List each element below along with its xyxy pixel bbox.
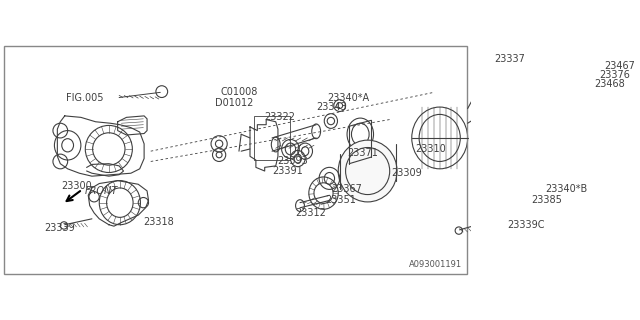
Text: 23337: 23337 [494, 53, 525, 64]
Text: FIG.005: FIG.005 [66, 92, 104, 102]
Text: 23339: 23339 [44, 223, 75, 233]
Text: 23340*B: 23340*B [545, 184, 588, 195]
Text: 23391: 23391 [272, 166, 303, 176]
Text: 23339C: 23339C [508, 220, 545, 230]
Text: 23371: 23371 [347, 148, 378, 158]
Text: 23385: 23385 [531, 196, 562, 205]
Text: D01012: D01012 [214, 98, 253, 108]
Text: FRONT: FRONT [84, 186, 118, 196]
Bar [253, 116, 291, 160]
Text: 23393: 23393 [277, 156, 308, 166]
Text: 23310: 23310 [415, 144, 446, 154]
Text: 23343: 23343 [316, 102, 347, 112]
Text: 23468: 23468 [594, 78, 625, 89]
Text: 23351: 23351 [325, 196, 356, 205]
Text: 23340*A: 23340*A [327, 92, 369, 102]
Text: 23376: 23376 [599, 70, 630, 80]
Text: 23322: 23322 [265, 112, 296, 122]
Text: 23318: 23318 [143, 218, 174, 228]
Text: 23312: 23312 [296, 208, 326, 218]
Bar [476, 64, 543, 129]
Text: 23309: 23309 [391, 168, 422, 178]
Bar [474, 178, 559, 237]
Text: 23467: 23467 [604, 61, 636, 71]
Text: 23300: 23300 [61, 181, 92, 191]
Text: 23367: 23367 [331, 184, 362, 195]
Text: A093001191: A093001191 [408, 260, 462, 269]
Ellipse shape [338, 140, 397, 202]
Text: C01008: C01008 [221, 87, 258, 97]
